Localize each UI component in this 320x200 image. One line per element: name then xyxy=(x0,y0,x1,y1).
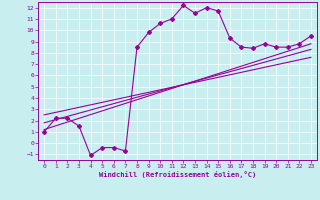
X-axis label: Windchill (Refroidissement éolien,°C): Windchill (Refroidissement éolien,°C) xyxy=(99,171,256,178)
